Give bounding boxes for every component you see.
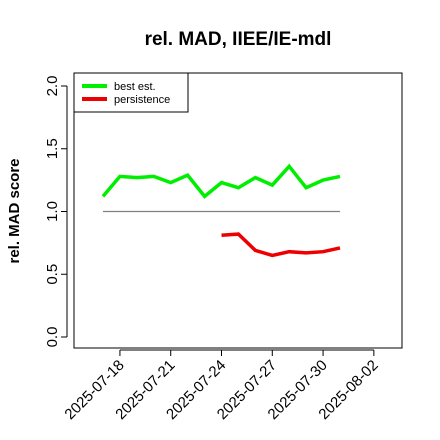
y-tick-label: 0.5 bbox=[44, 264, 61, 285]
y-tick-label: 1.0 bbox=[44, 201, 61, 222]
series-line-best-est bbox=[101, 163, 341, 199]
y-axis-label: rel. MAD score bbox=[6, 158, 23, 263]
x-axis: 2025-07-182025-07-212025-07-242025-07-27… bbox=[61, 349, 382, 423]
legend: best est.persistence bbox=[73, 72, 189, 113]
legend-label: persistence bbox=[114, 94, 170, 106]
series-line-persistence bbox=[221, 232, 341, 258]
series-layer bbox=[101, 163, 341, 258]
plot-area bbox=[73, 72, 403, 349]
y-tick-label: 2.0 bbox=[44, 76, 61, 97]
legend-label: best est. bbox=[114, 81, 156, 93]
y-axis: 0.0 0.5 1.0 1.5 2.0 bbox=[44, 76, 68, 348]
y-tick-label: 0.0 bbox=[44, 327, 61, 348]
legend-box bbox=[73, 72, 189, 113]
chart-title: rel. MAD, IIEE/IE-mdl bbox=[145, 29, 332, 50]
y-tick-label: 1.5 bbox=[44, 138, 61, 159]
